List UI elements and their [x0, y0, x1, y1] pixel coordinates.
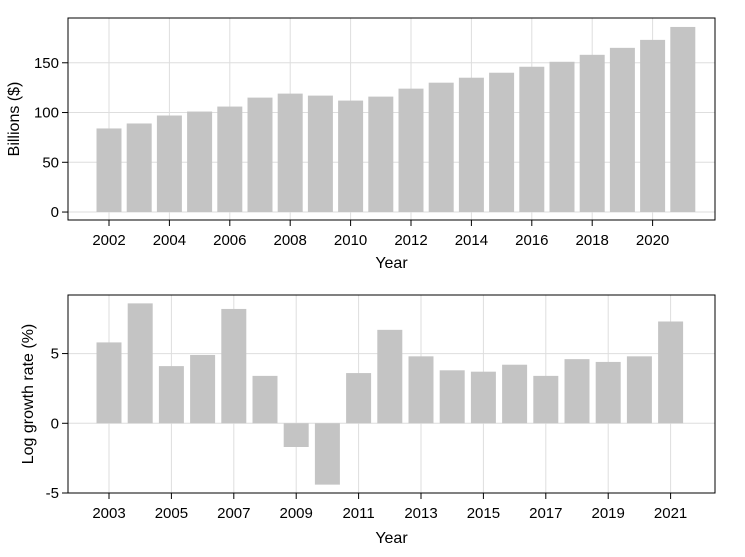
- x-tick-label: 2002: [92, 232, 125, 249]
- bar-2005: [158, 366, 184, 424]
- bar-2004: [156, 115, 182, 213]
- y-tick-label: 0: [51, 204, 59, 221]
- x-tick-label: 2006: [213, 232, 246, 249]
- y-axis-title: Log growth rate (%): [20, 324, 37, 465]
- bar-2018: [564, 359, 590, 424]
- bar-2010: [338, 100, 364, 213]
- bar-2014: [439, 370, 465, 424]
- plot-frame: [67, 294, 716, 494]
- chart-panel-1: 0 50 100 150 2002 2004 2006 2008 2010 2012 2014 201…: [6, 17, 716, 272]
- y-tick-label: 50: [42, 154, 59, 171]
- chart-panel-2: -5 0 5 2003 2005 2007 2009 2011 2013 2015 2017 2019…: [20, 294, 716, 547]
- bar-2010: [314, 423, 340, 485]
- x-tick-label: 2011: [342, 505, 374, 522]
- bar-2021: [658, 321, 684, 424]
- x-tick-label: 2016: [515, 232, 548, 249]
- bar-2019: [609, 47, 635, 213]
- bar-2020: [640, 39, 666, 213]
- bar-2009: [307, 95, 333, 213]
- bar-2005: [187, 111, 213, 213]
- bar-2006: [217, 106, 243, 213]
- bar-2021: [670, 26, 696, 213]
- bar-2008: [277, 93, 303, 213]
- x-axis-title: Year: [375, 530, 408, 547]
- y-tick-label: 150: [34, 55, 59, 72]
- x-tick-label: 2008: [274, 232, 307, 249]
- bar-2011: [346, 373, 372, 424]
- bar-2007: [247, 97, 273, 213]
- bar-2007: [221, 308, 247, 424]
- bar-2003: [126, 123, 152, 213]
- bar-2014: [458, 77, 484, 213]
- y-tick-label: 100: [34, 105, 59, 122]
- x-tick-label: 2017: [529, 505, 562, 522]
- bar-2016: [519, 66, 545, 213]
- x-tick-label: 2019: [592, 505, 625, 522]
- x-tick-label: 2013: [404, 505, 437, 522]
- x-tick-label: 2020: [636, 232, 669, 249]
- bar-2004: [127, 303, 153, 424]
- bar-2017: [533, 375, 559, 424]
- x-tick-label: 2021: [654, 505, 687, 522]
- plot-frame: [67, 17, 716, 221]
- bar-2013: [408, 356, 434, 424]
- bar-2016: [502, 364, 528, 424]
- bar-2009: [283, 423, 309, 447]
- bar-2012: [377, 329, 403, 424]
- x-tick-label: 2012: [394, 232, 427, 249]
- bar-2002: [96, 128, 122, 213]
- y-axis-title: Billions ($): [6, 82, 23, 157]
- x-tick-label: 2003: [92, 505, 125, 522]
- bar-2013: [428, 82, 454, 213]
- x-tick-label: 2007: [217, 505, 250, 522]
- x-tick-label: 2014: [455, 232, 488, 249]
- x-tick-label: 2018: [576, 232, 609, 249]
- x-tick-label: 2009: [280, 505, 313, 522]
- bar-2011: [368, 96, 394, 213]
- bar-2008: [252, 375, 278, 424]
- x-tick-label: 2010: [334, 232, 367, 249]
- y-tick-label: 0: [51, 415, 59, 432]
- bar-2006: [190, 354, 216, 424]
- bar-2017: [549, 61, 575, 213]
- x-axis-title: Year: [375, 255, 408, 272]
- y-tick-label: -5: [46, 485, 59, 502]
- bar-2015: [489, 72, 515, 213]
- y-tick-label: 5: [51, 346, 59, 363]
- bar-2019: [595, 361, 621, 424]
- x-tick-label: 2004: [153, 232, 186, 249]
- bar-2018: [579, 54, 605, 213]
- bar-2003: [96, 342, 122, 424]
- bar-2020: [626, 356, 652, 424]
- x-tick-label: 2005: [155, 505, 188, 522]
- bar-2015: [470, 371, 496, 424]
- x-tick-label: 2015: [467, 505, 500, 522]
- bar-2012: [398, 88, 424, 213]
